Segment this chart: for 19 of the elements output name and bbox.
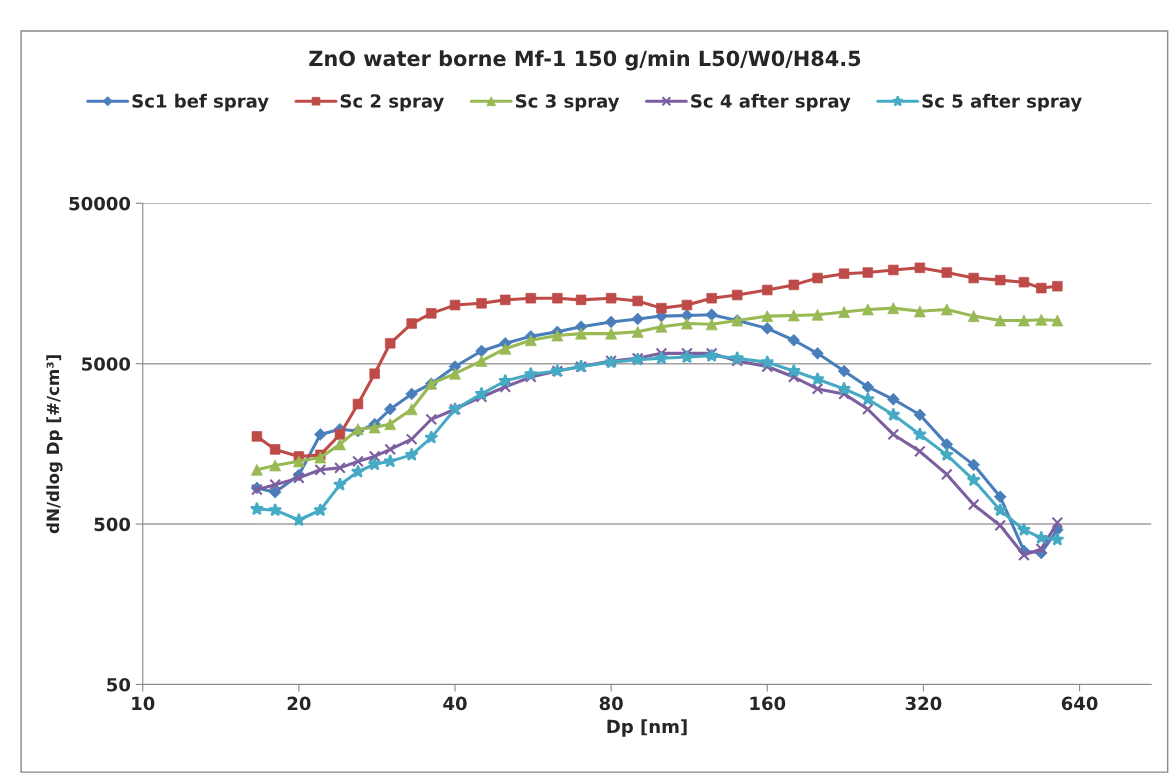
x-tick-label: 20	[287, 696, 311, 711]
legend-label: Sc 3 spray	[515, 94, 620, 112]
y-tick-label: 50000	[69, 196, 131, 211]
x-tick-label: 80	[599, 696, 623, 711]
legend-label: Sc 5 after spray	[922, 93, 1082, 112]
chart-title: ZnO water borne Mf-1 150 g/min L50/W0/H84.5	[309, 50, 861, 71]
y-tick-label: 500	[94, 517, 131, 532]
legend-label: Sc1 bef spray	[132, 93, 269, 112]
y-tick-label: 50	[107, 677, 131, 692]
x-tick-label: 40	[443, 696, 467, 711]
x-tick-label: 320	[905, 696, 942, 711]
legend-label: Sc 2 spray	[340, 94, 444, 112]
y-axis-title: dN/dlog Dp [#/cm³]	[46, 355, 63, 534]
y-tick-label: 5000	[82, 357, 131, 371]
legend-label: Sc 4 after spray	[691, 93, 851, 112]
x-tick-label: 160	[750, 696, 786, 711]
x-tick-label: 640	[1061, 696, 1098, 711]
x-axis-title: Dp [nm]	[607, 719, 687, 737]
x-tick-label: 10	[132, 696, 155, 711]
